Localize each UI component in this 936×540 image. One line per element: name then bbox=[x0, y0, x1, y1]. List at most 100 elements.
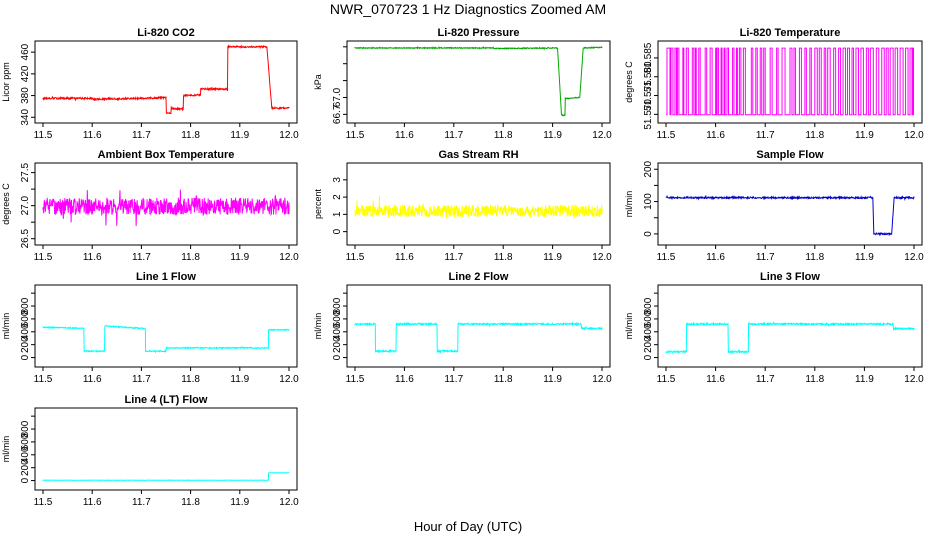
y-axis-label: ml/min bbox=[1, 313, 11, 340]
y-axis-label: kPa bbox=[313, 74, 323, 90]
y-tick-label: 600 bbox=[20, 310, 31, 327]
x-tick-label: 11.5 bbox=[346, 374, 365, 385]
x-tick-label: 11.5 bbox=[34, 252, 53, 263]
x-tick-label: 11.6 bbox=[706, 252, 725, 263]
series-line bbox=[42, 189, 290, 226]
y-tick-label: 400 bbox=[20, 446, 31, 463]
x-tick-label: 12.0 bbox=[279, 130, 299, 141]
x-tick-label: 12.0 bbox=[904, 374, 924, 385]
panel-title: Li-820 Temperature bbox=[740, 27, 841, 39]
series-line bbox=[354, 196, 603, 220]
plot-frame bbox=[657, 40, 923, 124]
panel-sample_flow: Sample Flow ml/min 11.5 11.6 11.7 11.8 11.9 12.… bbox=[624, 149, 924, 263]
x-tick-label: 11.6 bbox=[83, 497, 102, 508]
x-tick-label: 11.9 bbox=[230, 130, 249, 141]
y-tick-label: 67.0 bbox=[332, 87, 343, 107]
x-tick-label: 11.5 bbox=[34, 130, 53, 141]
y-tick-label: 1 bbox=[332, 211, 343, 217]
x-tick-label: 12.0 bbox=[592, 374, 612, 385]
x-tick-label: 12.0 bbox=[279, 374, 299, 385]
x-tick-label: 11.7 bbox=[444, 374, 463, 385]
x-tick-label: 12.0 bbox=[904, 252, 924, 263]
x-tick-label: 11.9 bbox=[855, 130, 874, 141]
y-tick-label: 51.580 bbox=[643, 61, 654, 92]
y-tick-label: 2 bbox=[332, 194, 343, 200]
panel-licor_temp: Li-820 Temperature degrees C 11.5 11.6 11.7 1… bbox=[624, 27, 924, 141]
x-tick-label: 11.9 bbox=[230, 374, 249, 385]
x-tick-label: 11.6 bbox=[395, 252, 414, 263]
figure-title: NWR_070723 1 Hz Diagnostics Zoomed AM bbox=[330, 1, 606, 17]
y-tick-label: 800 bbox=[643, 297, 654, 314]
y-axis-label: ml/min bbox=[313, 313, 323, 340]
series-line bbox=[354, 45, 603, 117]
x-tick-label: 11.7 bbox=[132, 374, 151, 385]
y-tick-label: 0 bbox=[20, 354, 31, 360]
plot-frame bbox=[346, 284, 611, 368]
plot-frame bbox=[346, 40, 611, 124]
x-tick-label: 11.9 bbox=[855, 252, 874, 263]
y-tick-label: 200 bbox=[20, 336, 31, 353]
y-tick-label: 200 bbox=[332, 336, 343, 353]
panel-title: Ambient Box Temperature bbox=[98, 149, 235, 161]
x-tick-label: 11.5 bbox=[657, 374, 676, 385]
x-tick-label: 11.8 bbox=[805, 130, 824, 141]
y-axis-label: degrees C bbox=[1, 183, 11, 225]
y-tick-label: 800 bbox=[332, 297, 343, 314]
y-tick-label: 400 bbox=[643, 323, 654, 340]
y-tick-label: 100 bbox=[643, 193, 654, 210]
y-tick-label: 0 bbox=[332, 228, 343, 234]
x-tick-label: 11.6 bbox=[395, 130, 414, 141]
y-tick-label: 51.570 bbox=[643, 99, 654, 130]
panel-pressure: Li-820 Pressure kPa 11.5 11.6 11.7 11.8 11.9 12… bbox=[313, 27, 612, 141]
panel-line3: Line 3 Flow ml/min 11.5 11.6 11.7 11.8 11.9 12.… bbox=[624, 271, 924, 385]
x-tick-label: 11.5 bbox=[346, 252, 365, 263]
x-tick-label: 11.5 bbox=[657, 252, 676, 263]
x-tick-label: 11.8 bbox=[494, 130, 513, 141]
series-line bbox=[665, 194, 915, 237]
y-tick-label: 600 bbox=[643, 310, 654, 327]
x-tick-label: 11.8 bbox=[181, 130, 200, 141]
series-line bbox=[42, 325, 290, 354]
panel-title: Line 4 (LT) Flow bbox=[125, 394, 208, 406]
x-tick-label: 11.9 bbox=[230, 497, 249, 508]
x-tick-label: 11.6 bbox=[83, 130, 102, 141]
x-tick-label: 11.8 bbox=[181, 497, 200, 508]
plot-frame bbox=[657, 162, 923, 246]
x-tick-label: 11.5 bbox=[346, 130, 365, 141]
y-tick-label: 400 bbox=[20, 323, 31, 340]
x-tick-label: 11.7 bbox=[444, 130, 463, 141]
y-tick-label: 200 bbox=[20, 459, 31, 476]
y-tick-label: 340 bbox=[20, 109, 31, 126]
x-tick-label: 11.6 bbox=[83, 252, 102, 263]
y-tick-label: 0 bbox=[643, 231, 654, 237]
x-tick-label: 12.0 bbox=[592, 130, 612, 141]
chart-panels: Li-820 CO2 Licor ppm 11.5 11.6 11.7 11.8 11.9 1… bbox=[1, 27, 924, 508]
x-tick-label: 12.0 bbox=[279, 497, 299, 508]
series-line bbox=[42, 472, 290, 482]
panel-line1: Line 1 Flow ml/min 11.5 11.6 11.7 11.8 11.9 12.… bbox=[1, 271, 299, 385]
x-tick-label: 11.5 bbox=[34, 374, 53, 385]
x-tick-label: 11.8 bbox=[805, 252, 824, 263]
panel-rh: Gas Stream RH percent 11.5 11.6 11.7 11.8 11.9… bbox=[313, 149, 612, 263]
y-axis-label: ml/min bbox=[624, 313, 634, 340]
plot-frame bbox=[34, 162, 298, 246]
plot-frame bbox=[657, 284, 923, 368]
panel-title: Sample Flow bbox=[756, 149, 824, 161]
y-tick-label: 600 bbox=[332, 310, 343, 327]
series-line bbox=[354, 321, 603, 354]
x-axis-label: Hour of Day (UTC) bbox=[414, 519, 522, 534]
plot-frame bbox=[34, 407, 298, 491]
x-tick-label: 11.9 bbox=[230, 252, 249, 263]
x-tick-label: 11.7 bbox=[132, 497, 151, 508]
y-tick-label: 27.0 bbox=[20, 195, 31, 215]
y-tick-label: 0 bbox=[20, 477, 31, 483]
y-axis-label: Licor ppm bbox=[1, 62, 11, 102]
plot-frame bbox=[346, 162, 611, 246]
panel-title: Line 1 Flow bbox=[136, 271, 196, 283]
series-line bbox=[666, 47, 914, 116]
y-tick-label: 51.575 bbox=[643, 80, 654, 111]
y-tick-label: 600 bbox=[20, 433, 31, 450]
x-tick-label: 11.6 bbox=[706, 374, 725, 385]
panel-co2: Li-820 CO2 Licor ppm 11.5 11.6 11.7 11.8 11.9 1… bbox=[1, 27, 299, 141]
